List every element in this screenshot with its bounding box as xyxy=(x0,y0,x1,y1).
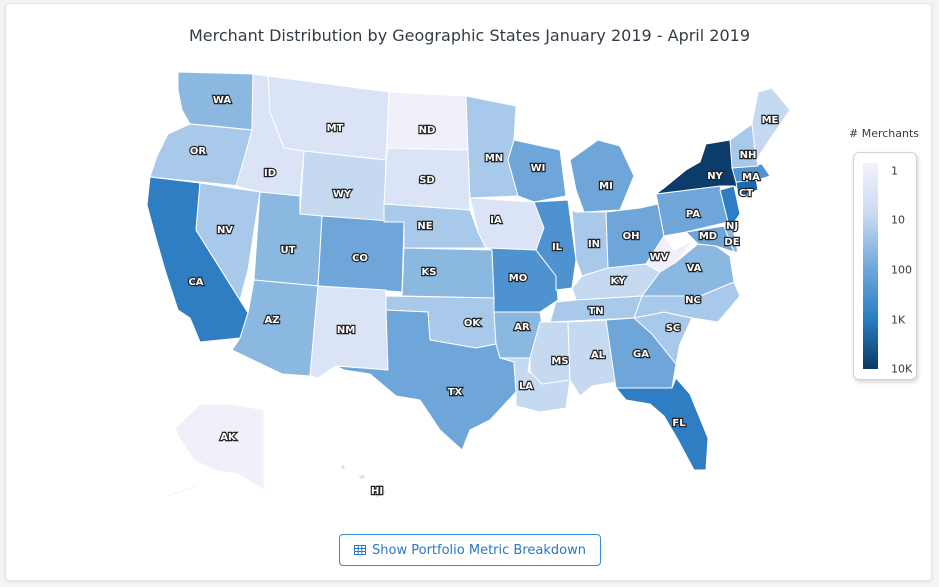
state-label-hi: HI xyxy=(371,486,383,497)
state-label-de: DE xyxy=(724,237,739,248)
state-label-mn: MN xyxy=(485,153,503,164)
state-label-ut: UT xyxy=(281,245,296,256)
state-label-md: MD xyxy=(699,231,717,242)
state-il[interactable] xyxy=(533,199,577,291)
state-label-tn: TN xyxy=(588,306,603,317)
state-la[interactable] xyxy=(499,357,571,413)
state-label-wv: WV xyxy=(650,252,669,263)
state-label-ma: MA xyxy=(742,172,760,183)
state-label-ca: CA xyxy=(188,277,203,288)
state-ne[interactable] xyxy=(383,203,487,249)
state-label-ms: MS xyxy=(551,356,568,367)
state-label-nc: NC xyxy=(685,295,701,306)
state-me[interactable] xyxy=(751,87,791,161)
state-label-nj: NJ xyxy=(726,221,738,232)
state-label-ny: NY xyxy=(707,171,723,182)
state-label-az: AZ xyxy=(265,315,280,326)
state-label-wi: WI xyxy=(531,163,546,174)
state-label-oh: OH xyxy=(623,231,640,242)
map-title: Merchant Distribution by Geographic Stat… xyxy=(188,26,750,45)
state-tx[interactable] xyxy=(335,309,517,451)
state-label-id: ID xyxy=(264,168,276,179)
legend-tick-10: 10 xyxy=(891,213,905,227)
state-label-ar: AR xyxy=(514,322,530,333)
table-icon xyxy=(354,545,367,555)
state-fl[interactable] xyxy=(615,377,709,471)
state-label-me: ME xyxy=(762,115,779,126)
state-label-wy: WY xyxy=(333,189,352,200)
state-mt[interactable] xyxy=(267,75,390,161)
state-mi[interactable] xyxy=(569,139,635,213)
state-nh[interactable] xyxy=(729,123,759,169)
state-label-co: CO xyxy=(352,253,368,264)
state-label-ks: KS xyxy=(422,267,437,278)
state-label-or: OR xyxy=(190,146,207,157)
state-label-pa: PA xyxy=(686,209,700,220)
state-label-sc: SC xyxy=(666,323,681,334)
legend-tick-100: 100 xyxy=(891,263,912,277)
state-label-mt: MT xyxy=(327,123,344,134)
state-label-nd: ND xyxy=(419,125,436,136)
state-label-tx: TX xyxy=(448,387,463,398)
state-label-mi: MI xyxy=(599,181,613,192)
show-portfolio-metric-breakdown-button[interactable]: Show Portfolio Metric Breakdown xyxy=(339,534,601,566)
state-label-va: VA xyxy=(687,263,702,274)
state-label-ok: OK xyxy=(464,318,482,329)
legend-tick-1: 1 xyxy=(891,164,898,178)
state-ak[interactable] xyxy=(149,403,265,501)
state-label-nm: NM xyxy=(337,325,355,336)
state-label-mo: MO xyxy=(509,273,527,284)
legend-tick-1k: 1K xyxy=(891,313,906,327)
state-ks[interactable] xyxy=(401,247,495,299)
state-nv[interactable] xyxy=(195,182,261,301)
state-label-wa: WA xyxy=(213,95,232,106)
color-legend: 1 10 100 1K 10K xyxy=(853,152,917,380)
legend-title: # Merchants xyxy=(849,127,920,140)
state-label-fl: FL xyxy=(672,418,686,429)
state-nd[interactable] xyxy=(386,91,469,151)
state-az[interactable] xyxy=(231,279,319,377)
state-label-ga: GA xyxy=(633,349,649,360)
state-mn[interactable] xyxy=(465,95,519,199)
legend-tick-10k: 10K xyxy=(891,362,913,376)
state-label-al: AL xyxy=(591,350,606,361)
state-wy[interactable] xyxy=(299,150,387,223)
state-label-ky: KY xyxy=(611,276,627,287)
state-label-in: IN xyxy=(588,239,600,250)
state-label-ne: NE xyxy=(417,221,432,232)
state-label-la: LA xyxy=(519,381,533,392)
state-label-nh: NH xyxy=(740,150,757,161)
legend-gradient-bar xyxy=(863,163,878,369)
state-md[interactable] xyxy=(685,225,735,253)
state-label-ak: AK xyxy=(220,432,237,443)
button-label: Show Portfolio Metric Breakdown xyxy=(372,542,586,558)
state-label-ia: IA xyxy=(490,215,502,226)
state-label-sd: SD xyxy=(419,175,435,186)
state-label-nv: NV xyxy=(217,225,233,236)
state-hi[interactable] xyxy=(339,463,387,499)
state-va[interactable] xyxy=(641,243,735,297)
state-label-il: IL xyxy=(552,242,563,253)
state-label-ct: CT xyxy=(739,188,753,199)
